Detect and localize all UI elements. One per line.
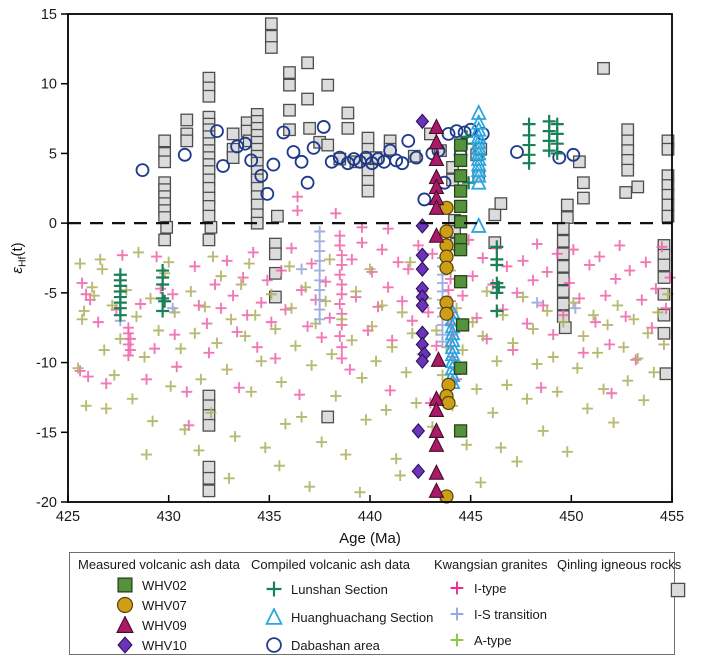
x-tick-label: 445 [459, 509, 483, 525]
y-tick-label: -20 [36, 495, 57, 511]
whv09-triangle-icon [116, 615, 134, 634]
series-istrans [114, 226, 581, 348]
legend-item-label: I-S transition [474, 606, 547, 622]
legend-item-whv02: WHV02 [116, 575, 240, 595]
series-whv09 [428, 118, 447, 498]
x-tick-label: 435 [257, 509, 281, 525]
series-whv02 [453, 138, 470, 438]
whv02-square-icon [116, 576, 134, 594]
legend-item-huanghuachang: Huanghuachang Section [265, 603, 433, 631]
lunshan-cross-icon [265, 580, 283, 598]
dabashan-open-circle-icon [265, 636, 283, 654]
y-tick-label: 15 [41, 7, 57, 23]
legend-item-label: Dabashan area [291, 637, 380, 653]
legend-group-title: Kwangsian granites [434, 557, 548, 572]
y-tick-label: 0 [49, 216, 57, 232]
y-tick-label: -15 [36, 425, 57, 441]
legend-item-whv07: WHV07 [116, 595, 240, 615]
qinling-square-icon [669, 581, 687, 599]
legend-item-label: WHV07 [142, 597, 187, 613]
x-tick-label: 440 [358, 509, 382, 525]
legend-group-measured: Measured volcanic ash data WHV02 WHV07 W… [78, 557, 240, 655]
legend-item-label: WHV10 [142, 637, 187, 653]
plot-frame [67, 13, 673, 503]
legend-item-whv10: WHV10 [116, 635, 240, 655]
legend-box: Measured volcanic ash data WHV02 WHV07 W… [69, 552, 686, 655]
x-tick-label: 430 [157, 509, 181, 525]
legend-item-label: Lunshan Section [291, 581, 388, 597]
series-whv10 [411, 113, 432, 480]
x-tick-label: 455 [660, 509, 684, 525]
is-transition-cross-icon [448, 605, 466, 623]
legend-group-compiled: Compiled volcanic ash data Lunshan Secti… [251, 557, 433, 659]
legend-group-title: Compiled volcanic ash data [251, 557, 410, 572]
legend-group-title: Measured volcanic ash data [78, 557, 240, 572]
legend-item-atype: A-type [448, 627, 547, 653]
y-tick-label: -5 [44, 286, 57, 302]
itype-cross-icon [448, 579, 466, 597]
series-lunshan [113, 114, 564, 322]
y-tick-label: -10 [36, 356, 57, 372]
legend-item-lunshan: Lunshan Section [265, 575, 433, 603]
legend-item-label: WHV09 [142, 617, 187, 633]
whv10-diamond-icon [116, 636, 134, 654]
x-axis-label: Age (Ma) [339, 530, 401, 547]
legend-item-istransition: I-S transition [448, 601, 547, 627]
x-tick-label: 425 [56, 509, 80, 525]
legend-group-kwangsian: Kwangsian granites I-type I-S transition… [434, 557, 547, 653]
legend-item-itype: I-type [448, 575, 547, 601]
legend-item-label: Huanghuachang Section [291, 609, 434, 625]
y-axis-label: εHf(t) [9, 242, 29, 273]
y-tick-label: 10 [41, 77, 57, 93]
whv07-circle-icon [116, 596, 134, 614]
legend-item-dabashan: Dabashan area [265, 631, 433, 659]
x-tick-label: 450 [559, 509, 583, 525]
legend-item-label: WHV02 [142, 577, 187, 593]
legend-item-label: A-type [474, 632, 512, 648]
legend-group-qinling: Qinling igneous rocks [557, 557, 687, 604]
legend-item-label: I-type [474, 580, 507, 596]
huanghuachang-open-triangle-icon [265, 607, 283, 626]
atype-cross-icon [448, 631, 466, 649]
scatter-chart: 425 430 435 440 445 450 455 15 10 5 0 -5 -10 -15 -20 Ag… [9, 7, 684, 547]
legend-group-title: Qinling igneous rocks [557, 557, 682, 572]
y-tick-label: 5 [49, 146, 57, 162]
legend-item-whv09: WHV09 [116, 615, 240, 635]
series-huanghuachang [444, 103, 487, 389]
